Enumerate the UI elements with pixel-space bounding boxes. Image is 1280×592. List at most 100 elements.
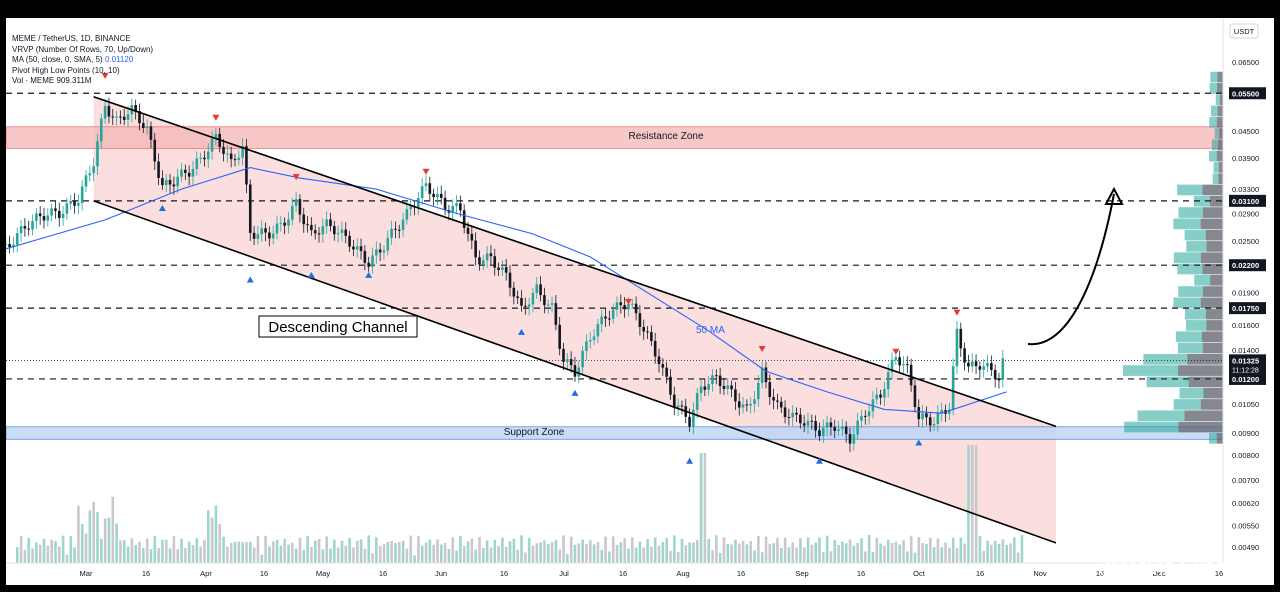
candle-up [69, 201, 73, 204]
volume-bar [753, 550, 756, 563]
volume-bar [157, 548, 160, 563]
volume-profile-bar-down [1184, 410, 1223, 422]
volume-profile-bar-up [1213, 162, 1219, 173]
volume-bar [715, 535, 718, 563]
candle-down [764, 367, 768, 383]
volume-bar [447, 549, 451, 563]
candle-down [313, 230, 317, 234]
candle-up [46, 215, 50, 221]
volume-bar [115, 523, 118, 563]
pivot-line[interactable]: Pivot High Low Points (10, 10) [12, 65, 120, 75]
volume-bar [581, 539, 584, 563]
volume-bar [520, 535, 523, 563]
volume-bar [558, 549, 562, 563]
candle-down [734, 389, 737, 402]
volume-bar [363, 548, 367, 563]
candle-up [867, 411, 871, 417]
candle-up [940, 410, 943, 413]
time-tick-label: 16 [379, 569, 387, 578]
candle-down [642, 326, 646, 332]
candle-up [852, 434, 856, 444]
candle-down [634, 303, 638, 314]
candle-up [485, 253, 489, 261]
volume-bar [489, 547, 493, 563]
candle-down [569, 359, 573, 366]
price-chart[interactable]: Resistance Zone Support Zone Descending Ch… [6, 18, 1274, 585]
candle-down [978, 366, 982, 370]
volume-bar [92, 501, 95, 563]
price-tick-label: 0.00700 [1232, 476, 1259, 485]
candle-down [478, 257, 481, 265]
candle-up [707, 384, 710, 390]
volume-profile-bar-down [1217, 105, 1223, 117]
time-tick-label: 16 [1215, 569, 1223, 578]
volume-profile-bar-up [1209, 432, 1217, 444]
candle-up [61, 213, 65, 219]
volume-bar [107, 517, 111, 563]
volume-profile-bar-up [1137, 410, 1185, 422]
volume-bar [501, 537, 504, 563]
volume-profile-bar-down [1200, 297, 1223, 309]
candle-down [107, 105, 111, 117]
candle-down [776, 400, 779, 402]
volume-bar [684, 545, 688, 563]
candle-up [390, 228, 393, 238]
candle-up [883, 389, 886, 398]
volume-profile-bar-up [1179, 387, 1204, 399]
volume-bar [398, 541, 401, 563]
volume-bar [852, 545, 856, 563]
volume-bar [470, 538, 474, 563]
symbol-line[interactable]: MEME / TetherUS, 1D, BINANCE [12, 34, 131, 43]
candle-up [80, 186, 84, 203]
price-badge [1229, 194, 1266, 207]
candle-down [474, 240, 477, 258]
volume-bar [795, 547, 798, 563]
candle-down [248, 184, 252, 233]
tradingview-logo[interactable]: ▰ TradingView [8, 574, 63, 583]
currency-button [1229, 23, 1259, 39]
volume-bar [902, 539, 905, 563]
volume-line[interactable]: Vol · MEME 909.311M [12, 76, 92, 86]
volume-bar [772, 543, 775, 563]
candles [6, 97, 1005, 453]
candle-up [936, 412, 940, 425]
candle-up [902, 364, 905, 366]
candle-up [375, 249, 378, 256]
vrvp-line[interactable]: VRVP (Number Of Rows, 70, Up/Down) [12, 44, 154, 54]
candle-down [802, 423, 806, 426]
volume-bar [829, 551, 833, 563]
volume-bar [611, 536, 615, 563]
volume-bar [256, 536, 260, 563]
volume-bar [527, 538, 531, 563]
candle-down [993, 369, 997, 380]
candle-up [741, 404, 745, 408]
candle-up [921, 413, 924, 420]
candle-up [711, 375, 714, 385]
volume-bar [184, 547, 187, 563]
volume-bar [130, 538, 134, 563]
candle-down [898, 357, 901, 366]
volume-profile-bar-down [1217, 71, 1223, 83]
candle-up [241, 146, 244, 158]
volume-bar [764, 536, 768, 563]
candle-down [783, 407, 787, 417]
candle-down [264, 228, 267, 233]
volume-bar [913, 552, 917, 563]
candle-up [126, 114, 130, 120]
candle-down [604, 316, 607, 319]
volume-bar [153, 536, 157, 563]
price-tick-label: 0.00900 [1232, 429, 1259, 438]
volume-bar [883, 545, 886, 563]
ma-line[interactable]: MA (50, close, 0, SMA, 5) 0.01120 [12, 55, 153, 66]
candle-up [164, 179, 168, 186]
candle-up [226, 153, 229, 155]
volume-bar [226, 546, 229, 563]
candle-down [650, 332, 653, 341]
price-tick-label: 0.00800 [1232, 451, 1259, 460]
volume-bar [203, 540, 206, 563]
volume-bar [703, 453, 707, 563]
ma-annotation: 50 MA [696, 325, 725, 336]
price-tick-label: 0.01050 [1232, 400, 1259, 409]
candle-up [279, 222, 283, 224]
volume-bar [329, 548, 332, 563]
